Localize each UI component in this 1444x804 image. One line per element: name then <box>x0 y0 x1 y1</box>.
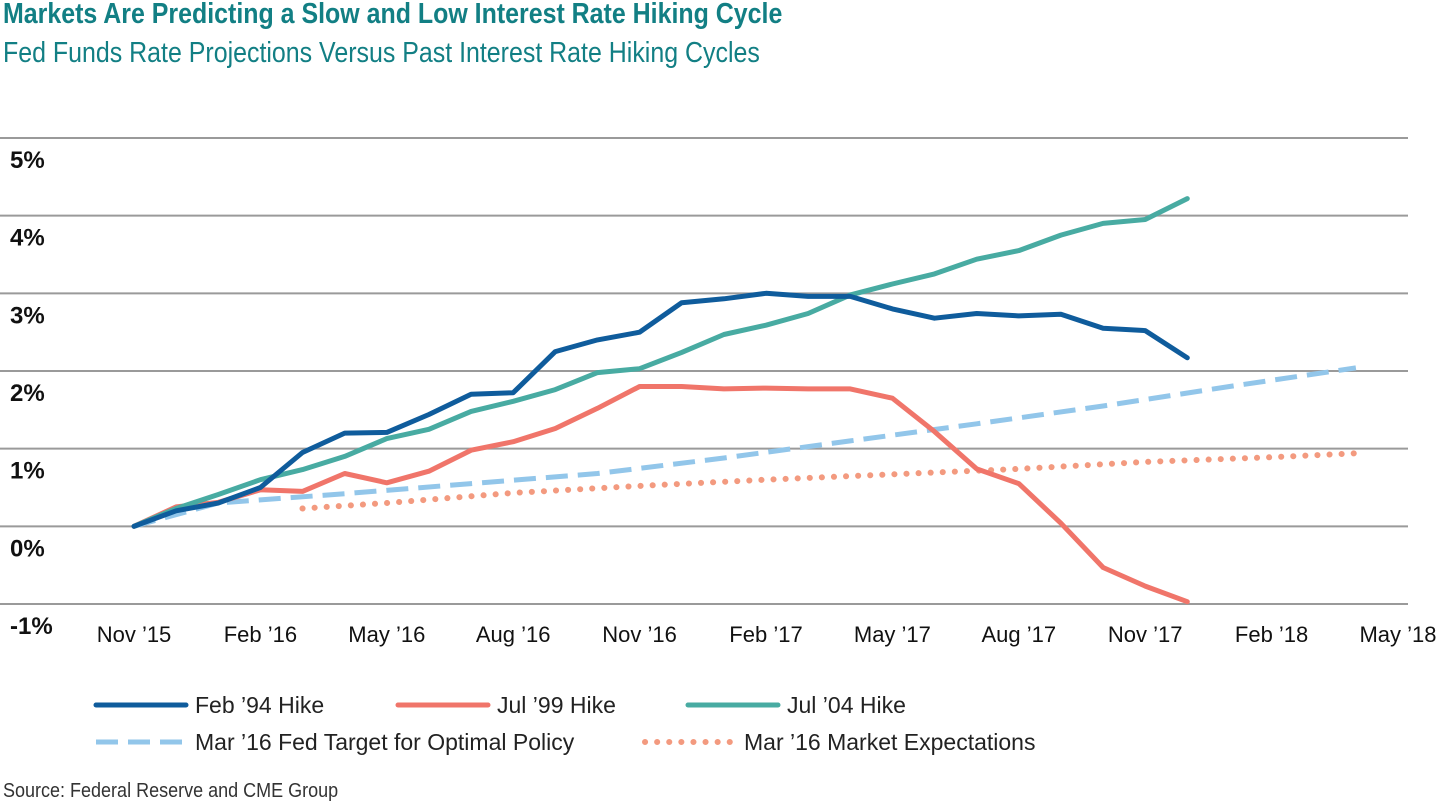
y-tick-label: 3% <box>10 302 45 329</box>
x-tick-label: Aug ’16 <box>476 622 551 647</box>
x-tick-label: Feb ’18 <box>1235 622 1308 647</box>
x-axis-ticks: Nov ’15 Feb ’16 May ’16 Aug ’16 Nov ’16 Feb ’… <box>97 622 1437 647</box>
source-note: Source: Federal Reserve and CME Group <box>3 780 338 803</box>
gridlines <box>0 138 1408 604</box>
y-axis-ticks: 5% 4% 3% 2% 1% 0% -1% <box>10 147 53 640</box>
y-tick-label: 5% <box>10 147 45 174</box>
x-tick-label: May ’16 <box>348 622 425 647</box>
legend-label: Jul ’99 Hike <box>497 692 616 718</box>
series-line-4 <box>303 453 1356 508</box>
legend: Feb ’94 Hike Jul ’99 Hike Jul ’04 Hike Mar … <box>96 692 1035 755</box>
legend-label: Mar ’16 Fed Target for Optimal Policy <box>195 729 575 755</box>
y-tick-label: 1% <box>10 458 45 485</box>
y-tick-label: -1% <box>10 613 53 640</box>
x-tick-label: Nov ’17 <box>1108 622 1183 647</box>
legend-label: Feb ’94 Hike <box>195 692 324 718</box>
legend-label: Jul ’04 Hike <box>787 692 906 718</box>
x-tick-label: Nov ’15 <box>97 622 172 647</box>
legend-label: Mar ’16 Market Expectations <box>744 729 1035 755</box>
y-tick-label: 4% <box>10 225 45 252</box>
x-tick-label: Aug ’17 <box>981 622 1056 647</box>
y-tick-label: 2% <box>10 380 45 407</box>
x-tick-label: May ’17 <box>854 622 931 647</box>
line-chart: 5% 4% 3% 2% 1% 0% -1% Nov ’15 Feb ’16 May ’16 Aug… <box>0 0 1444 780</box>
y-tick-label: 0% <box>10 535 45 562</box>
x-tick-label: May ’18 <box>1359 622 1436 647</box>
series-lines <box>134 199 1356 602</box>
x-tick-label: Feb ’17 <box>729 622 802 647</box>
x-tick-label: Nov ’16 <box>602 622 677 647</box>
x-tick-label: Feb ’16 <box>224 622 297 647</box>
series-line-2 <box>134 199 1187 527</box>
